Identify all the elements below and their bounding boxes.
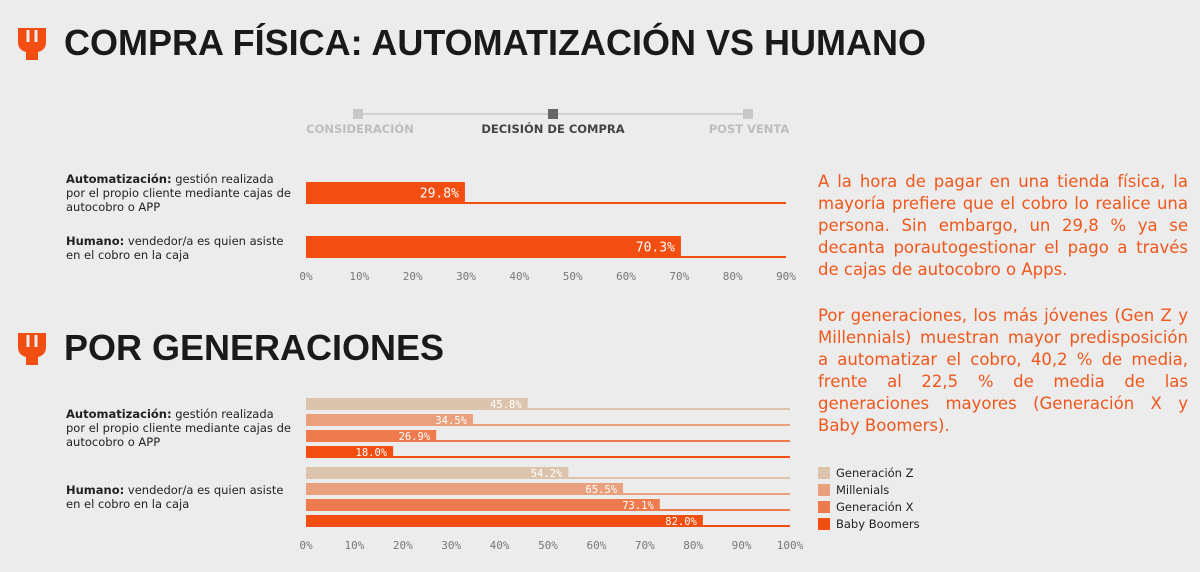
category-label: Automatización: gestión realizada por el… (66, 172, 291, 214)
x-tick-label: 90% (776, 270, 796, 283)
value-label: 54.2% (531, 468, 563, 480)
category-label: Humano: vendedor/a es quien asiste en el… (66, 234, 284, 262)
step-label: POST VENTA (709, 122, 790, 136)
icon-detail (26, 30, 38, 347)
legend-label: Millenials (836, 483, 889, 497)
x-tick-label: 70% (669, 270, 689, 283)
value-label: 29.8% (420, 187, 459, 202)
x-tick-label: 50% (563, 270, 583, 283)
x-tick-label: 40% (509, 270, 529, 283)
x-tick-label: 40% (490, 539, 510, 552)
legend-label: Baby Boomers (836, 517, 920, 531)
value-label: 45.8% (490, 399, 522, 411)
bar (306, 414, 473, 426)
x-tick-label: 0% (299, 539, 313, 552)
legend-swatch (818, 518, 830, 530)
value-label: 65.5% (585, 484, 617, 496)
x-tick-label: 10% (344, 539, 364, 552)
bar (306, 499, 660, 511)
x-tick-label: 20% (393, 539, 413, 552)
bar (306, 467, 569, 479)
x-tick-label: 80% (683, 539, 703, 552)
step-label: CONSIDERACIÓN (306, 121, 414, 136)
value-label: 70.3% (636, 241, 675, 256)
value-label: 18.0% (356, 447, 388, 459)
x-tick-label: 30% (456, 270, 476, 283)
x-tick-label: 80% (723, 270, 743, 283)
bar (306, 483, 624, 495)
bar (306, 182, 465, 204)
legend-label: Generación Z (836, 466, 914, 480)
page-title: COMPRA FÍSICA: AUTOMATIZACIÓN VS HUMANO (64, 22, 926, 63)
legend-label: Generación X (836, 500, 914, 514)
x-tick-label: 20% (403, 270, 423, 283)
step-marker (743, 109, 753, 119)
category-label: Automatización: gestión realizada por el… (66, 407, 291, 449)
category-label: Humano: vendedor/a es quien asiste en el… (66, 483, 284, 511)
value-label: 82.0% (665, 516, 697, 528)
value-label: 73.1% (622, 500, 654, 512)
legend-swatch (818, 484, 830, 496)
bar (306, 430, 437, 442)
step-marker (353, 109, 363, 119)
x-tick-label: 60% (616, 270, 636, 283)
x-tick-label: 70% (635, 539, 655, 552)
legend-swatch (818, 467, 830, 479)
paragraph: A la hora de pagar en una tienda física,… (818, 172, 1188, 279)
legend-swatch (818, 501, 830, 513)
value-label: 34.5% (435, 415, 467, 427)
step-marker (548, 109, 558, 119)
x-tick-label: 100% (777, 539, 804, 552)
x-tick-label: 10% (349, 270, 369, 283)
icon (18, 28, 46, 365)
x-tick-label: 0% (299, 270, 313, 283)
x-tick-label: 60% (586, 539, 606, 552)
bar (306, 515, 703, 527)
bar (306, 398, 528, 410)
x-tick-label: 50% (538, 539, 558, 552)
value-label: 26.9% (399, 431, 431, 443)
bar (306, 236, 681, 258)
paragraph: Por generaciones, los más jóvenes (Gen Z… (818, 306, 1188, 435)
bar (306, 446, 394, 458)
section-title: POR GENERACIONES (64, 327, 445, 368)
x-tick-label: 90% (732, 539, 752, 552)
x-tick-label: 30% (441, 539, 461, 552)
step-label: DECISIÓN DE COMPRA (481, 121, 624, 136)
